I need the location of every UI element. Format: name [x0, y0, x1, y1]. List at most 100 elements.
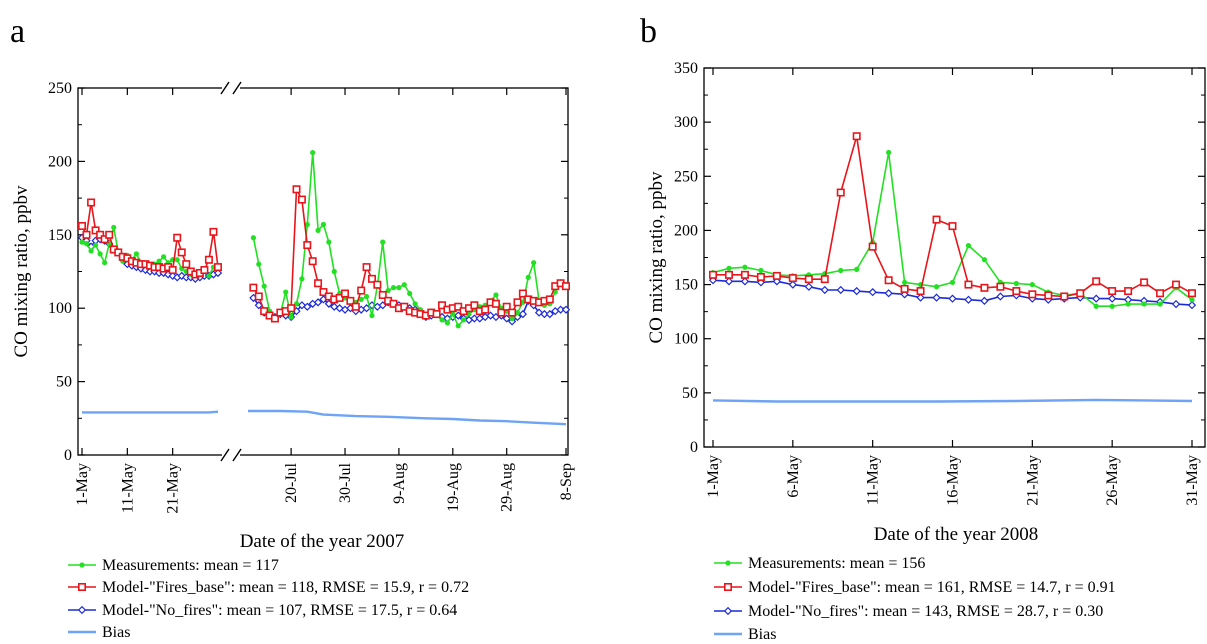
data-point	[156, 258, 162, 264]
data-point	[79, 562, 85, 568]
data-point	[362, 304, 371, 313]
data-point	[520, 299, 526, 305]
data-point	[508, 308, 517, 317]
data-point	[836, 285, 845, 295]
data-point	[531, 260, 537, 266]
x-axis-label: Date of the year 2007	[240, 531, 405, 552]
data-point	[133, 251, 139, 257]
data-point	[174, 257, 180, 263]
x-tick-label: 6-May	[785, 455, 802, 498]
data-point	[740, 270, 749, 279]
series-3	[82, 409, 567, 426]
data-point	[804, 282, 813, 291]
data-point	[213, 268, 223, 278]
data-point	[100, 235, 109, 244]
data-point	[87, 198, 96, 207]
data-point	[460, 317, 467, 323]
data-point	[724, 277, 734, 286]
data-point	[1157, 301, 1163, 307]
data-point	[1060, 292, 1069, 301]
x-tick-label: 26-May	[1104, 455, 1121, 506]
x-axis-label: Date of the year 2008	[874, 524, 1039, 545]
x-tick-label: 19-Aug	[445, 463, 462, 512]
data-point	[1172, 280, 1181, 289]
data-point	[256, 261, 262, 267]
data-point	[455, 323, 461, 329]
axis-break-gap	[222, 452, 240, 458]
data-point	[1012, 287, 1021, 296]
data-point	[1156, 289, 1165, 298]
y-axis-label: CO mixing ratio, ppbv	[11, 185, 32, 358]
data-point	[432, 310, 441, 319]
data-point	[380, 239, 386, 245]
data-point	[297, 195, 306, 204]
data-point	[177, 248, 186, 257]
data-point	[1140, 278, 1149, 287]
data-point	[363, 293, 370, 300]
data-point	[980, 283, 989, 292]
data-point	[497, 308, 506, 317]
data-point	[358, 296, 364, 302]
y-tick-label: 250	[48, 80, 72, 97]
data-point	[513, 298, 522, 307]
data-point	[981, 257, 988, 263]
data-point	[335, 293, 344, 302]
data-point	[820, 275, 829, 284]
data-point	[836, 188, 845, 197]
data-point	[401, 282, 407, 288]
legend-entry: Measurements: mean = 156	[748, 555, 925, 572]
data-point	[525, 274, 531, 280]
data-point	[390, 285, 397, 291]
data-point	[88, 248, 94, 254]
legend-entry: Measurements: mean = 117	[102, 557, 279, 574]
panel-a: a 0 50 100 150 200 250 1-May 11-May 21-May 20-Jul 3…	[10, 13, 575, 641]
data-point	[932, 215, 941, 224]
data-point	[1125, 301, 1131, 307]
data-point	[980, 296, 989, 305]
data-point	[357, 286, 366, 295]
data-point	[540, 309, 549, 319]
data-point	[916, 287, 925, 296]
data-point	[82, 230, 91, 239]
data-point	[346, 296, 355, 305]
data-point	[288, 314, 294, 320]
data-point	[173, 233, 182, 242]
data-point	[214, 263, 223, 272]
data-point	[491, 299, 500, 308]
x-tick-label: 1-May	[74, 463, 91, 506]
legend-entry: Bias	[748, 626, 776, 643]
y-tick-label: 200	[674, 222, 698, 239]
data-point	[1189, 297, 1195, 303]
data-point	[168, 266, 177, 275]
data-point	[932, 293, 941, 302]
data-point	[438, 301, 447, 310]
data-point	[283, 289, 289, 295]
data-point	[996, 282, 1005, 291]
axis-break-mark	[232, 448, 242, 462]
data-point	[964, 295, 973, 304]
data-point	[378, 290, 387, 299]
data-point	[916, 293, 925, 302]
data-point	[250, 235, 256, 241]
data-point	[292, 185, 301, 194]
axis-break-gap	[222, 85, 240, 91]
data-point	[545, 309, 554, 319]
data-point	[725, 560, 731, 566]
data-point	[514, 310, 521, 316]
data-point	[948, 222, 957, 231]
data-point	[868, 242, 877, 251]
data-point	[79, 239, 85, 245]
data-point	[373, 280, 382, 289]
data-point	[396, 285, 402, 291]
data-point	[518, 289, 527, 298]
data-point	[254, 292, 263, 301]
data-point	[78, 221, 87, 230]
x-tick-label: 21-May	[1024, 455, 1041, 506]
series-line	[82, 410, 219, 414]
y-tick-label: 200	[48, 153, 72, 170]
data-point	[1187, 300, 1197, 310]
data-point	[964, 280, 973, 289]
data-point	[723, 582, 732, 591]
data-point	[351, 302, 360, 311]
data-point	[303, 241, 312, 250]
